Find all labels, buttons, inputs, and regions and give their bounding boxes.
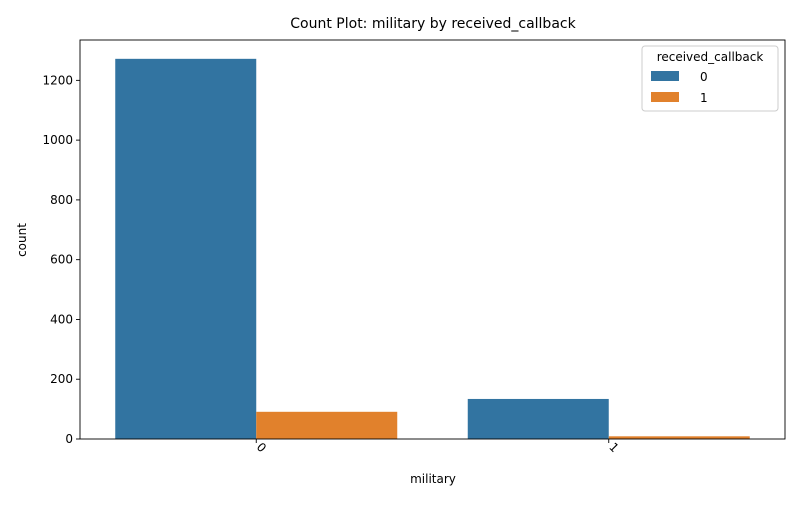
bars-group [115,58,750,439]
legend-swatch-series-1 [651,92,679,102]
y-tick-label: 0 [65,432,73,446]
y-tick-label: 1200 [42,73,73,87]
chart-title: Count Plot: military by received_callbac… [290,16,576,32]
x-axis-label: military [410,472,456,486]
legend-label-series-0: 0 [700,70,708,84]
bar-military-1-callback-1 [608,436,750,439]
y-tick-label: 400 [50,312,73,326]
y-tick-label: 1000 [42,133,73,147]
y-tick-label: 600 [50,253,73,267]
bar-military-0-callback-0 [115,58,257,439]
bar-military-0-callback-1 [256,411,398,439]
legend: received_callback 0 1 [641,45,779,112]
y-tick-label: 800 [50,193,73,207]
legend-title: received_callback [657,50,764,64]
y-axis: 0 200 400 600 800 1000 1200 [42,73,80,446]
legend-swatch-series-0 [651,71,679,81]
y-tick-label: 200 [50,372,73,386]
bar-military-1-callback-0 [467,398,609,439]
legend-label-series-1: 1 [700,91,708,105]
y-axis-label: count [15,223,29,257]
plot-frame [79,39,786,440]
